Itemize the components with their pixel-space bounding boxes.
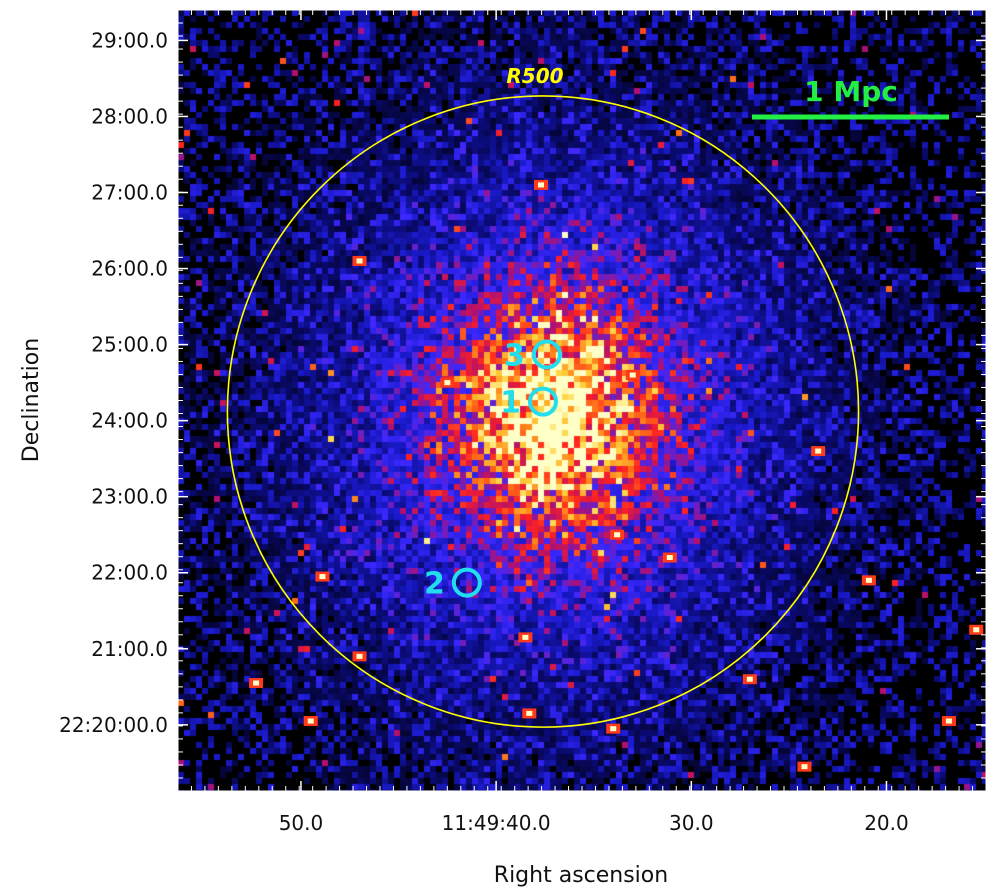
tick-marks [177, 9, 986, 791]
point-source-core [815, 448, 822, 454]
y-tick-label: 29:00.0 [91, 28, 168, 52]
regions: 1 2 3 [424, 338, 562, 602]
point-source-core [865, 577, 872, 583]
y-tick-label: 24:00.0 [91, 409, 168, 433]
r500-circle [226, 95, 860, 728]
y-tick-label: 28:00.0 [91, 104, 168, 128]
image-panel: R500 1 Mpc 1 2 3 [177, 9, 987, 792]
xray-image-pixels [178, 10, 986, 791]
point-source-core [666, 555, 673, 561]
point-source-core [522, 634, 529, 640]
y-axis-title: Declination [19, 338, 44, 462]
point-source-core [614, 532, 621, 538]
y-tick-label: 26:00.0 [91, 257, 168, 281]
region-1-circle [527, 386, 558, 417]
x-tick-label: 11:49:40.0 [442, 811, 551, 835]
point-source-core [356, 653, 363, 659]
point-source-core [444, 380, 451, 386]
point-source-core [538, 182, 545, 188]
y-tick-label: 27:00.0 [91, 181, 168, 205]
point-source-core [746, 676, 753, 682]
point-source-core [253, 680, 260, 686]
y-tick-label: 21:00.0 [91, 637, 168, 661]
y-tick-label: 22:00.0 [91, 561, 168, 585]
x-tick-label: 30.0 [669, 811, 714, 835]
point-source-core [973, 627, 980, 633]
region-2-label: 2 [424, 567, 445, 602]
point-source-core [945, 718, 952, 724]
x-tick-labels: 50.0 11:49:40.0 30.0 20.0 [279, 811, 909, 835]
r500-label: R500 [506, 64, 563, 88]
scale-bar-label: 1 Mpc [804, 75, 898, 108]
x-axis-title: Right ascension [494, 863, 668, 888]
region-2-circle [451, 567, 482, 598]
point-source-core [307, 718, 314, 724]
point-source-core [356, 258, 363, 264]
region-3-circle [531, 339, 562, 370]
point-source-core [610, 726, 617, 732]
point-source-core [629, 372, 636, 378]
y-tick-label: 23:00.0 [91, 485, 168, 509]
point-source-core [801, 764, 808, 770]
point-sources [249, 179, 984, 772]
y-tick-labels: 29:00.0 28:00.0 27:00.0 26:00.0 25:00.0 24:00… [59, 28, 168, 736]
xray-image-raster [178, 10, 986, 791]
y-tick-label: 25:00.0 [91, 333, 168, 357]
x-tick-label: 50.0 [279, 811, 324, 835]
point-source-core [319, 574, 326, 580]
y-tick-label: 22:20:00.0 [59, 713, 168, 737]
region-3-label: 3 [504, 338, 525, 373]
x-tick-label: 20.0 [864, 811, 909, 835]
point-source-core [526, 710, 533, 716]
region-1-label: 1 [500, 386, 521, 421]
